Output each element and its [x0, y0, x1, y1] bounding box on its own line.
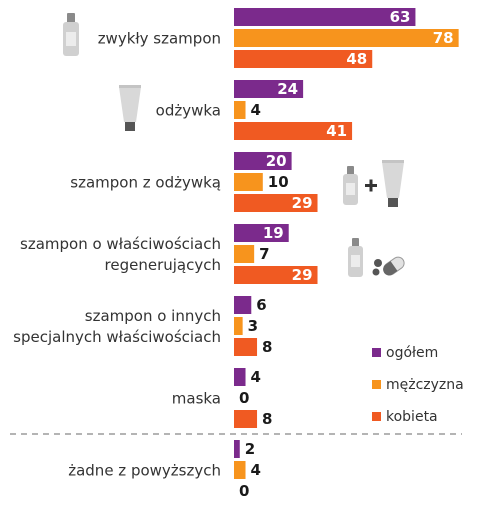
data-label: 48 — [346, 50, 367, 68]
data-label: 29 — [292, 194, 313, 212]
legend-swatch — [372, 380, 381, 389]
category-label: żadne z powyższych — [68, 462, 221, 480]
bar-kobieta — [234, 194, 318, 212]
data-label: 4 — [251, 101, 261, 119]
bar-mężczyzna — [234, 101, 246, 119]
data-label: 20 — [266, 152, 287, 170]
legend-label: mężczyzna — [386, 377, 464, 393]
icons — [63, 13, 405, 277]
bar-mężczyzna — [234, 173, 263, 191]
data-label: 4 — [251, 368, 261, 386]
bar-mężczyzna — [234, 245, 255, 263]
data-label: 4 — [251, 461, 261, 479]
data-label: 8 — [262, 338, 272, 356]
data-label: 24 — [277, 80, 298, 98]
bar-ogółem — [234, 224, 289, 242]
legend-swatch — [372, 348, 381, 357]
category-label: zwykły szampon — [98, 30, 221, 48]
data-label: 2 — [245, 440, 255, 458]
conditioner-tube-icon — [119, 85, 141, 131]
shampoo-with-capsules-icon — [348, 238, 405, 277]
category-label: odżywka — [156, 102, 221, 120]
category-labels: zwykły szampon odżywka szampon z odżywką sz… — [13, 30, 221, 480]
bar-ogółem — [234, 368, 246, 386]
data-label: 19 — [263, 224, 284, 242]
data-label: 0 — [239, 389, 249, 407]
bar-ogółem — [234, 80, 304, 98]
category-label: szampon z odżywką — [70, 174, 221, 192]
bar-ogółem — [234, 152, 292, 170]
data-label: 10 — [268, 173, 289, 191]
bar-ogółem — [234, 8, 416, 26]
bar-kobieta — [234, 50, 373, 68]
legend-swatch — [372, 412, 381, 421]
legend-label: ogółem — [386, 345, 438, 361]
legend-label: kobieta — [386, 409, 438, 425]
bar-kobieta — [234, 410, 258, 428]
data-label: 41 — [326, 122, 347, 140]
shampoo-plus-conditioner-icon — [343, 160, 404, 207]
bar-kobieta — [234, 266, 318, 284]
bar-mężczyzna — [234, 317, 243, 335]
data-label: 6 — [256, 296, 266, 314]
category-label: szampon o innych specjalnych właściwościa… — [13, 307, 221, 346]
data-label: 3 — [248, 317, 258, 335]
bar-kobieta — [234, 122, 353, 140]
data-label: 0 — [239, 482, 249, 500]
data-label: 78 — [433, 29, 454, 47]
data-label: 7 — [259, 245, 269, 263]
bar-mężczyzna — [234, 461, 246, 479]
legend: ogółem mężczyzna kobieta — [372, 345, 464, 425]
category-label: maska — [172, 390, 221, 408]
data-label: 8 — [262, 410, 272, 428]
bar-ogółem — [234, 296, 252, 314]
shampoo-bottle-icon — [63, 13, 79, 56]
bar-ogółem — [234, 440, 240, 458]
category-label: szampon o właściwościach regenerujących — [20, 235, 221, 274]
data-label: 63 — [390, 8, 411, 26]
bar-kobieta — [234, 338, 258, 356]
data-label: 29 — [292, 266, 313, 284]
bar-mężczyzna — [234, 29, 459, 47]
